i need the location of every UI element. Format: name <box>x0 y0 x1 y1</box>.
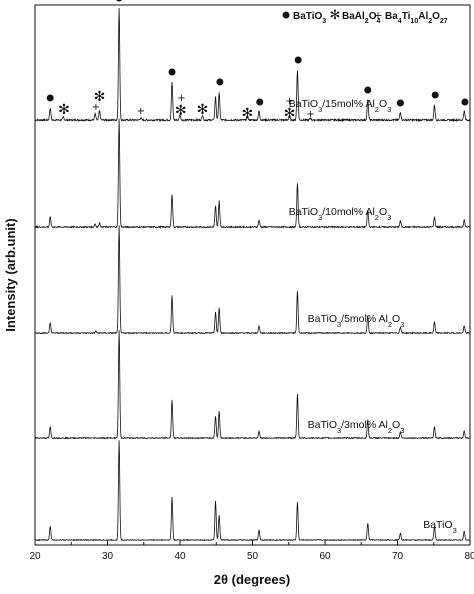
xrd-pattern-1 <box>34 118 471 229</box>
legend-plus-icon: + <box>373 9 382 22</box>
phase-marker-filled-circle <box>364 86 372 94</box>
x-tick-label-20: 20 <box>29 551 41 562</box>
legend-entry-1: ✻ BaAl2O4 <box>330 8 381 25</box>
legend-label-part: 2 <box>365 18 369 25</box>
legend-label-0: BaTiO3 <box>293 11 326 25</box>
legend-label-part: Al <box>418 11 428 22</box>
legend-label-part: 4 <box>376 18 380 25</box>
x-tick-label-60: 60 <box>319 551 331 562</box>
phase-marker-filled-circle <box>461 98 469 106</box>
legend-entry-2: + Ba4Ti10Al2O27 <box>373 9 447 25</box>
series-label-part: O <box>392 313 400 325</box>
series-label-part: 2 <box>375 105 379 114</box>
xrd-pattern-3 <box>34 330 471 440</box>
series-label-part: O <box>379 98 387 110</box>
legend-label-part: O <box>432 11 440 22</box>
series-label-part: O <box>392 419 400 431</box>
series-label-3: BaTiO3/3mol% Al2O3 <box>308 419 405 435</box>
phase-marker-asterisk: ✻ <box>175 103 187 119</box>
series-label-part: 3 <box>453 526 457 535</box>
series-label-2: BaTiO3/5mol% Al2O3 <box>308 313 405 329</box>
phase-marker-filled-circle <box>116 0 122 2</box>
phase-marker-asterisk: ✻ <box>242 106 254 122</box>
series-label-part: /10mol% Al <box>322 206 375 218</box>
xrd-pattern-4 <box>34 440 471 542</box>
x-tick-label-30: 30 <box>102 551 114 562</box>
legend-label-2: Ba4Ti10Al2O27 <box>385 11 448 25</box>
y-axis-title: Intensity (arb.unit) <box>3 218 18 331</box>
phase-marker-filled-circle <box>294 56 302 64</box>
phase-marker-filled-circle <box>396 99 404 107</box>
series-label-part: 3 <box>387 105 391 114</box>
series-label-1: BaTiO3/10mol% Al2O3 <box>289 206 392 222</box>
phase-marker-plus: + <box>137 106 145 117</box>
series-label-part: BaTiO <box>308 313 337 325</box>
legend-label-part: BaTiO <box>293 11 322 22</box>
phase-marker-asterisk: ✻ <box>197 102 209 118</box>
series-label-part: 2 <box>388 320 392 329</box>
phase-marker-plus: + <box>306 109 314 120</box>
series-label-part: BaTiO <box>308 419 337 431</box>
series-label-part: BaTiO <box>423 519 452 531</box>
legend-label-part: Ti <box>402 11 411 22</box>
series-label-part: 3 <box>400 320 404 329</box>
plot-frame <box>34 4 471 546</box>
legend-label-1: BaAl2O4 <box>342 11 380 25</box>
x-tick-label-40: 40 <box>174 551 186 562</box>
series-label-part: 3 <box>337 426 341 435</box>
phase-marker-filled-circle <box>46 94 54 102</box>
phase-marker-plus: + <box>285 96 293 107</box>
legend-circle-icon <box>282 11 290 19</box>
legend-label-part: BaAl <box>342 11 365 22</box>
series-layer <box>34 8 471 542</box>
xrd-pattern-0 <box>34 8 471 123</box>
phase-marker-asterisk: ✻ <box>284 106 296 122</box>
phase-marker-layer: ✻ +✻++✻ ✻ ✻+✻ + <box>46 0 469 122</box>
legend-label-part: 3 <box>322 18 326 25</box>
legend-label-part: 27 <box>440 18 448 25</box>
series-label-0: BaTiO3/15mol% Al2O3 <box>289 98 392 114</box>
series-label-part: /15mol% Al <box>322 98 375 110</box>
series-label-part: 3 <box>318 105 322 114</box>
series-label-part: BaTiO <box>289 98 318 110</box>
series-label-part: /5mol% Al <box>341 313 388 325</box>
phase-marker-filled-circle <box>216 78 224 86</box>
series-label-part: 3 <box>400 426 404 435</box>
x-tick-label-70: 70 <box>392 551 404 562</box>
legend-label-part: 4 <box>398 18 402 25</box>
legend-label-part: 10 <box>410 18 418 25</box>
phase-marker-filled-circle <box>168 68 176 76</box>
phase-marker-asterisk: ✻ <box>58 102 70 118</box>
xrd-pattern-2 <box>34 225 471 335</box>
phase-marker-filled-circle <box>431 91 439 99</box>
x-axis-title: 2θ (degrees) <box>214 572 290 587</box>
x-axis-ticks: 20 30 40 50 60 70 80 <box>29 540 474 562</box>
legend-label-part: Ba <box>385 11 398 22</box>
series-label-part: 3 <box>318 213 322 222</box>
phase-marker-asterisk: ✻ <box>94 89 106 105</box>
series-label-part: 3 <box>387 213 391 222</box>
phase-marker-plus: + <box>92 102 100 113</box>
legend: BaTiO3 ✻ BaAl2O4+ Ba4Ti10Al2O27 <box>282 8 448 25</box>
series-label-part: O <box>379 206 387 218</box>
series-label-part: 3 <box>337 320 341 329</box>
series-label-part: 2 <box>388 426 392 435</box>
x-tick-label-80: 80 <box>464 551 474 562</box>
legend-asterisk-icon: ✻ <box>330 8 341 23</box>
legend-entry-0: BaTiO3 <box>282 11 326 25</box>
phase-marker-filled-circle <box>256 98 264 106</box>
phase-marker-plus: + <box>177 93 185 104</box>
legend-label-part: 2 <box>428 18 432 25</box>
series-label-4: BaTiO3 <box>423 519 457 535</box>
x-tick-label-50: 50 <box>247 551 259 562</box>
legend-label-part: O <box>369 11 377 22</box>
series-label-part: BaTiO <box>289 206 318 218</box>
series-label-part: /3mol% Al <box>341 419 388 431</box>
series-label-part: 2 <box>375 213 379 222</box>
